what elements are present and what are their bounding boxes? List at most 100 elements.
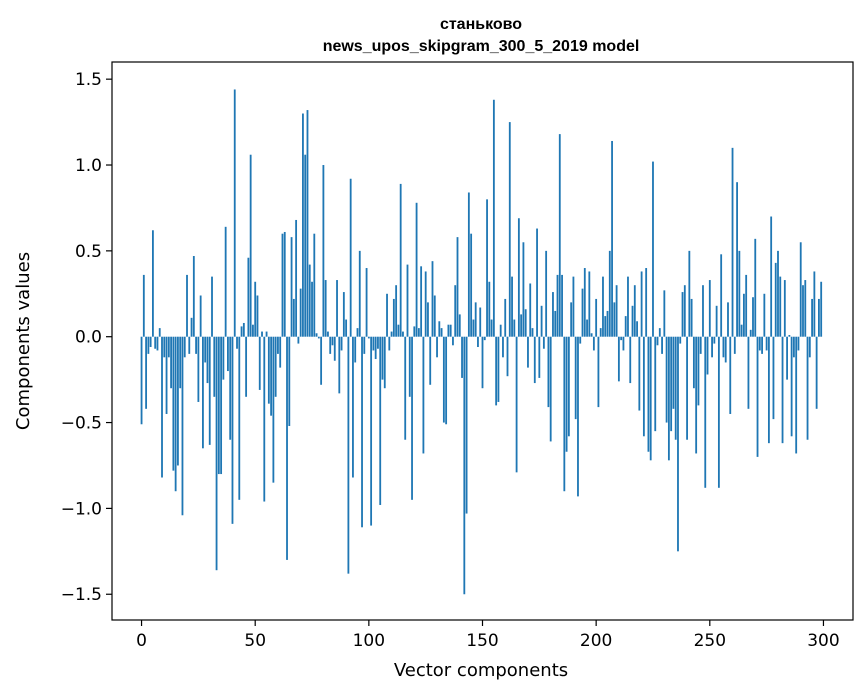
- bar-109: [388, 336, 391, 351]
- bar-254: [717, 336, 720, 488]
- bar-141: [461, 336, 463, 378]
- bar-297: [815, 336, 818, 409]
- bar-263: [738, 250, 741, 337]
- bar-149: [479, 307, 482, 337]
- y-tick-label: 0.0: [75, 328, 102, 348]
- bar-117: [406, 264, 409, 337]
- bar-86: [336, 280, 338, 337]
- bar-176: [540, 305, 543, 337]
- bar-200: [595, 298, 598, 337]
- bar-271: [756, 336, 759, 457]
- bar-30: [208, 336, 211, 445]
- bar-36: [222, 336, 225, 380]
- bar-120: [413, 326, 416, 337]
- bar-212: [622, 336, 625, 351]
- bar-25: [197, 336, 200, 402]
- bar-291: [802, 285, 804, 337]
- bar-64: [286, 336, 288, 560]
- bar-282: [781, 336, 784, 444]
- bar-74: [308, 264, 311, 337]
- bar-162: [508, 122, 511, 337]
- bar-279: [774, 262, 777, 337]
- bar-5: [152, 230, 154, 337]
- bar-278: [772, 336, 775, 420]
- bar-195: [583, 268, 586, 337]
- bar-100: [367, 336, 370, 339]
- bar-134: [445, 336, 448, 425]
- bar-61: [279, 336, 282, 368]
- bar-167: [520, 314, 523, 337]
- bar-52: [258, 336, 261, 390]
- bar-106: [381, 336, 384, 380]
- bar-214: [627, 276, 629, 337]
- bar-216: [631, 305, 634, 337]
- bar-221: [642, 336, 645, 437]
- bar-71: [302, 113, 304, 337]
- bar-244: [695, 336, 698, 454]
- bar-37: [224, 226, 227, 337]
- bar-157: [497, 336, 500, 402]
- bar-12: [167, 336, 170, 358]
- bar-232: [667, 336, 670, 461]
- bar-73: [306, 110, 309, 337]
- bar-103: [374, 336, 377, 360]
- bar-48: [249, 154, 252, 337]
- x-tick-label: 0: [136, 631, 147, 651]
- x-tick-label: 250: [694, 631, 726, 651]
- bar-138: [454, 285, 457, 337]
- bar-55: [265, 331, 268, 337]
- bar-240: [686, 336, 688, 440]
- bar-173: [533, 336, 536, 384]
- bar-213: [624, 316, 627, 337]
- bar-239: [683, 285, 686, 337]
- y-tick-label: −1.5: [61, 585, 102, 605]
- bar-108: [386, 293, 388, 337]
- bar-284: [786, 336, 788, 380]
- bar-155: [492, 99, 495, 337]
- x-axis-label: Vector components: [394, 660, 568, 681]
- bar-122: [417, 328, 420, 337]
- bar-147: [474, 302, 477, 337]
- bar-179: [547, 336, 550, 408]
- bar-54: [263, 336, 266, 502]
- bar-105: [379, 336, 382, 505]
- bar-152: [486, 199, 488, 337]
- bar-3: [147, 336, 150, 354]
- bar-298: [818, 298, 820, 337]
- bar-250: [708, 280, 711, 337]
- bar-38: [227, 336, 229, 372]
- bar-255: [720, 254, 723, 337]
- bar-292: [804, 280, 807, 337]
- bar-265: [742, 293, 745, 337]
- bar-222: [645, 268, 648, 337]
- bar-181: [552, 292, 554, 337]
- bar-139: [456, 237, 459, 337]
- bar-256: [722, 336, 725, 358]
- bar-28: [204, 336, 207, 363]
- bar-14: [172, 336, 175, 471]
- bar-285: [788, 334, 791, 337]
- bar-237: [679, 336, 682, 344]
- bar-273: [761, 336, 763, 354]
- bar-241: [688, 250, 691, 337]
- bar-49: [252, 324, 254, 337]
- bar-283: [783, 280, 786, 337]
- bar-253: [715, 305, 718, 337]
- bar-128: [431, 261, 434, 337]
- bar-150: [481, 336, 484, 389]
- bar-0: [140, 336, 143, 425]
- bar-94: [354, 336, 357, 363]
- bar-223: [647, 336, 650, 452]
- bar-16: [177, 336, 179, 466]
- bar-230: [663, 290, 666, 337]
- bar-133: [442, 336, 445, 423]
- bar-79: [320, 336, 323, 385]
- bar-129: [433, 295, 436, 337]
- bar-261: [733, 336, 736, 354]
- bar-2: [145, 336, 148, 409]
- bar-66: [290, 237, 293, 337]
- y-tick-label: 0.5: [75, 242, 102, 262]
- chart-subtitle: news_upos_skipgram_300_5_2019 model: [323, 38, 640, 55]
- bar-140: [458, 314, 461, 337]
